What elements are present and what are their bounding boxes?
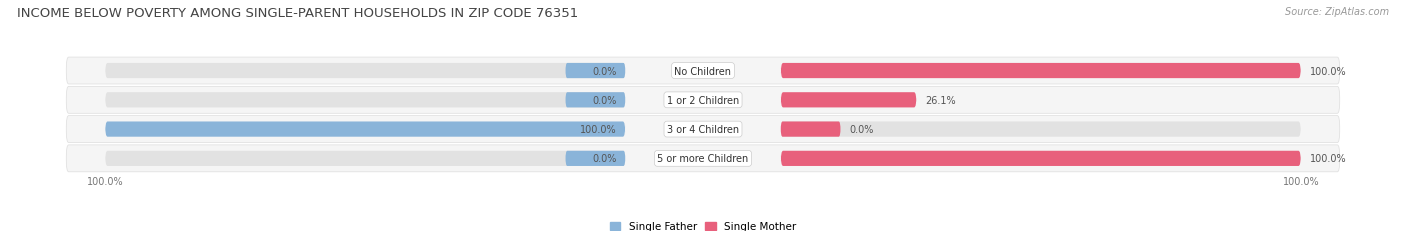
Text: 5 or more Children: 5 or more Children <box>658 154 748 164</box>
FancyBboxPatch shape <box>105 64 626 79</box>
Text: 100.0%: 100.0% <box>1310 66 1347 76</box>
FancyBboxPatch shape <box>780 151 1301 166</box>
Text: 26.1%: 26.1% <box>925 95 956 105</box>
FancyBboxPatch shape <box>780 64 1301 79</box>
Text: 100.0%: 100.0% <box>1310 154 1347 164</box>
Text: 3 or 4 Children: 3 or 4 Children <box>666 125 740 134</box>
FancyBboxPatch shape <box>105 122 626 137</box>
Legend: Single Father, Single Mother: Single Father, Single Mother <box>606 217 800 231</box>
FancyBboxPatch shape <box>565 64 626 79</box>
Text: 0.0%: 0.0% <box>592 95 616 105</box>
FancyBboxPatch shape <box>565 151 626 166</box>
FancyBboxPatch shape <box>66 145 1340 172</box>
Text: 1 or 2 Children: 1 or 2 Children <box>666 95 740 105</box>
FancyBboxPatch shape <box>780 122 1301 137</box>
Text: Source: ZipAtlas.com: Source: ZipAtlas.com <box>1285 7 1389 17</box>
Text: 0.0%: 0.0% <box>592 66 616 76</box>
FancyBboxPatch shape <box>66 87 1340 114</box>
FancyBboxPatch shape <box>105 93 626 108</box>
FancyBboxPatch shape <box>105 151 626 166</box>
FancyBboxPatch shape <box>66 116 1340 143</box>
Text: 0.0%: 0.0% <box>592 154 616 164</box>
Text: INCOME BELOW POVERTY AMONG SINGLE-PARENT HOUSEHOLDS IN ZIP CODE 76351: INCOME BELOW POVERTY AMONG SINGLE-PARENT… <box>17 7 578 20</box>
FancyBboxPatch shape <box>66 58 1340 85</box>
FancyBboxPatch shape <box>565 93 626 108</box>
Text: No Children: No Children <box>675 66 731 76</box>
FancyBboxPatch shape <box>780 93 917 108</box>
Text: 0.0%: 0.0% <box>849 125 875 134</box>
FancyBboxPatch shape <box>780 122 841 137</box>
Text: 100.0%: 100.0% <box>579 125 616 134</box>
